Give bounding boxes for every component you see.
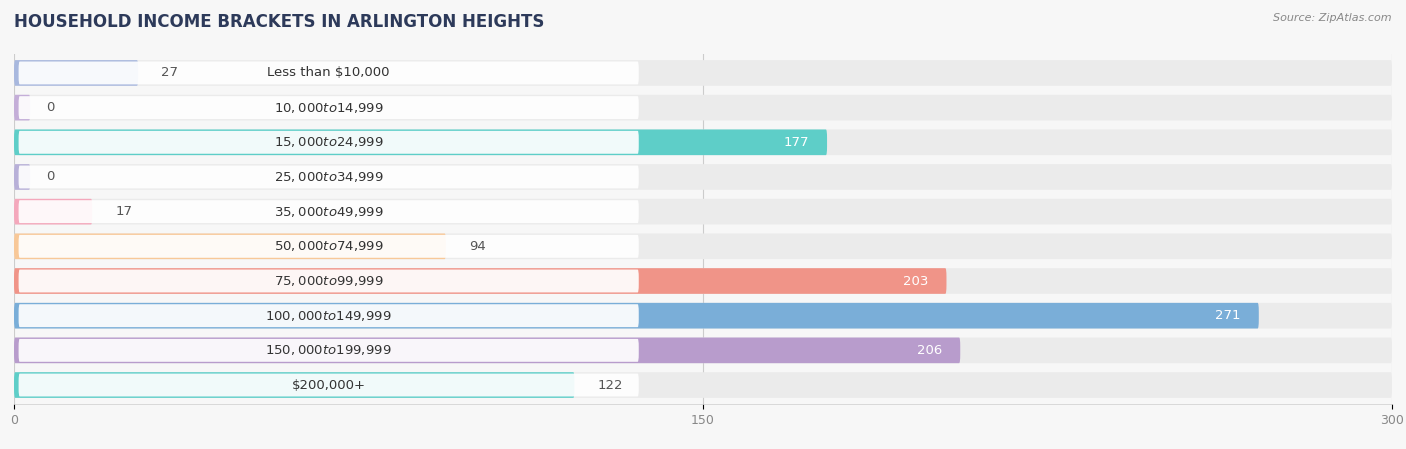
Text: 177: 177 xyxy=(783,136,808,149)
FancyBboxPatch shape xyxy=(18,304,638,327)
FancyBboxPatch shape xyxy=(18,374,638,396)
FancyBboxPatch shape xyxy=(18,96,638,119)
Text: 271: 271 xyxy=(1215,309,1240,322)
FancyBboxPatch shape xyxy=(14,233,446,259)
Text: $25,000 to $34,999: $25,000 to $34,999 xyxy=(274,170,384,184)
Text: $50,000 to $74,999: $50,000 to $74,999 xyxy=(274,239,384,253)
Text: Less than $10,000: Less than $10,000 xyxy=(267,66,389,79)
Text: $75,000 to $99,999: $75,000 to $99,999 xyxy=(274,274,384,288)
Text: 94: 94 xyxy=(468,240,485,253)
Text: 203: 203 xyxy=(903,274,928,287)
FancyBboxPatch shape xyxy=(18,269,638,292)
Text: HOUSEHOLD INCOME BRACKETS IN ARLINGTON HEIGHTS: HOUSEHOLD INCOME BRACKETS IN ARLINGTON H… xyxy=(14,13,544,31)
FancyBboxPatch shape xyxy=(18,339,638,362)
FancyBboxPatch shape xyxy=(14,268,946,294)
Text: 122: 122 xyxy=(598,379,623,392)
Text: $200,000+: $200,000+ xyxy=(291,379,366,392)
FancyBboxPatch shape xyxy=(14,60,1392,86)
Text: 0: 0 xyxy=(46,101,55,114)
FancyBboxPatch shape xyxy=(14,268,1392,294)
FancyBboxPatch shape xyxy=(14,129,1392,155)
FancyBboxPatch shape xyxy=(14,129,827,155)
FancyBboxPatch shape xyxy=(14,372,575,398)
FancyBboxPatch shape xyxy=(18,200,638,223)
FancyBboxPatch shape xyxy=(18,166,638,189)
Text: $10,000 to $14,999: $10,000 to $14,999 xyxy=(274,101,384,114)
Text: 0: 0 xyxy=(46,171,55,184)
FancyBboxPatch shape xyxy=(18,235,638,258)
FancyBboxPatch shape xyxy=(18,131,638,154)
FancyBboxPatch shape xyxy=(14,95,30,120)
Text: $15,000 to $24,999: $15,000 to $24,999 xyxy=(274,135,384,150)
FancyBboxPatch shape xyxy=(14,164,1392,190)
FancyBboxPatch shape xyxy=(18,62,638,84)
Text: $35,000 to $49,999: $35,000 to $49,999 xyxy=(274,205,384,219)
FancyBboxPatch shape xyxy=(14,95,1392,120)
Text: 206: 206 xyxy=(917,344,942,357)
Text: 17: 17 xyxy=(115,205,132,218)
FancyBboxPatch shape xyxy=(14,338,1392,363)
FancyBboxPatch shape xyxy=(14,199,1392,224)
Text: $100,000 to $149,999: $100,000 to $149,999 xyxy=(266,308,392,323)
FancyBboxPatch shape xyxy=(14,60,138,86)
FancyBboxPatch shape xyxy=(14,303,1258,329)
FancyBboxPatch shape xyxy=(14,199,93,224)
Text: $150,000 to $199,999: $150,000 to $199,999 xyxy=(266,343,392,357)
FancyBboxPatch shape xyxy=(14,303,1392,329)
FancyBboxPatch shape xyxy=(14,164,30,190)
FancyBboxPatch shape xyxy=(14,338,960,363)
Text: 27: 27 xyxy=(162,66,179,79)
Text: Source: ZipAtlas.com: Source: ZipAtlas.com xyxy=(1274,13,1392,23)
FancyBboxPatch shape xyxy=(14,372,1392,398)
FancyBboxPatch shape xyxy=(14,233,1392,259)
